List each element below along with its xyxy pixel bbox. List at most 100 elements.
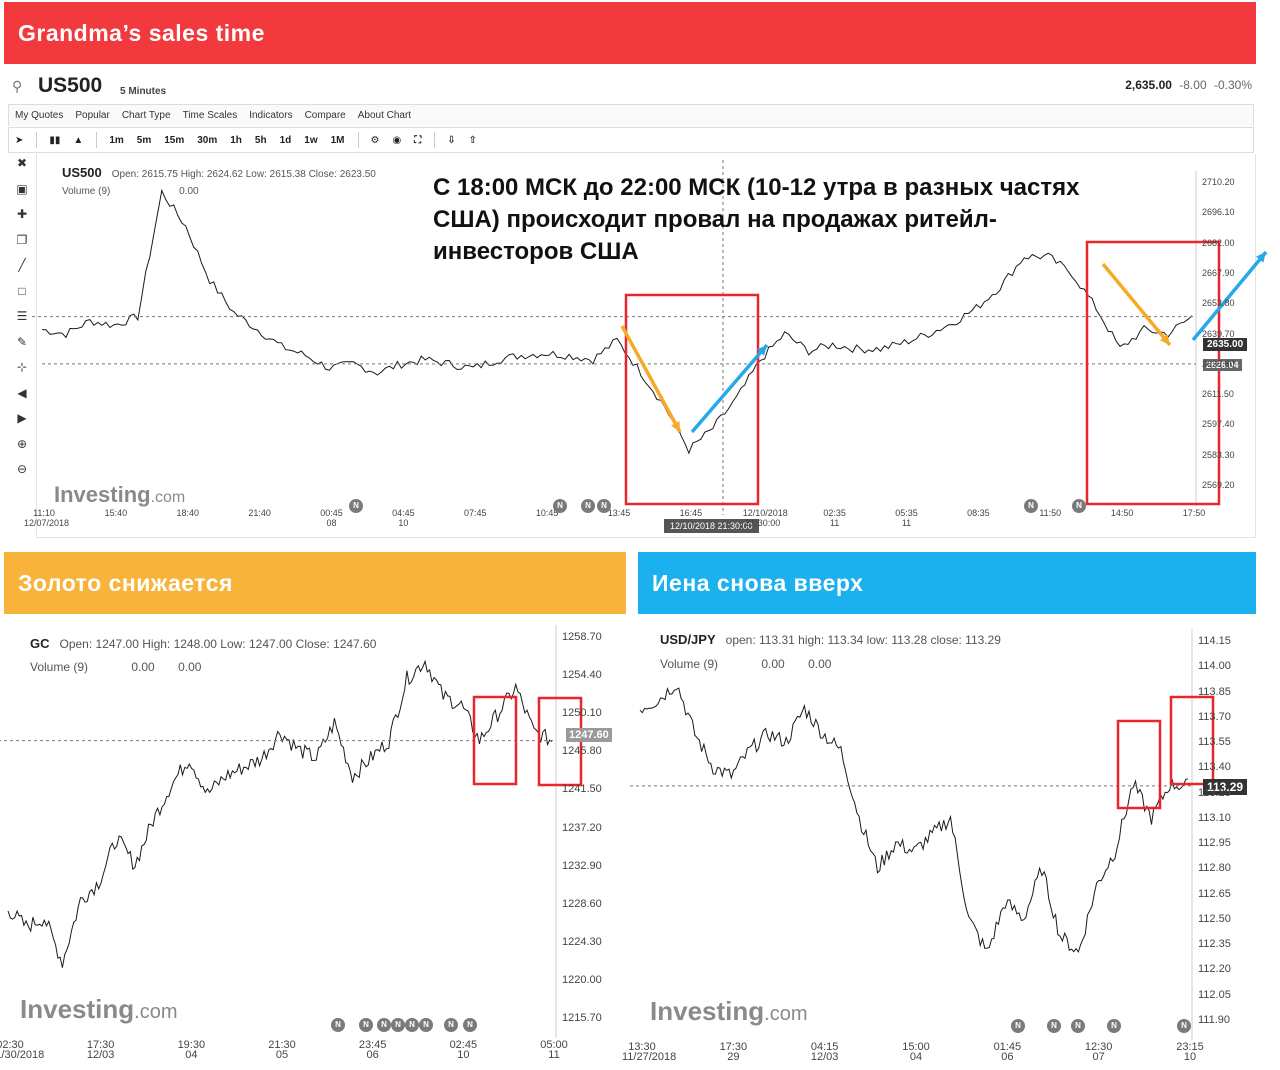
x-tick-part: 04 xyxy=(909,1051,923,1063)
x-tick-part: 10 xyxy=(398,518,409,528)
news-badge[interactable]: N xyxy=(597,499,611,513)
tf-1d[interactable]: 1d xyxy=(279,134,292,146)
cursor-icon[interactable]: ➤ xyxy=(15,134,24,146)
tf-1h[interactable]: 1h xyxy=(230,134,242,146)
symbol-header: ⚲ US500 5 Minutes 2,635.00 -8.00 -0.30% xyxy=(8,68,1256,102)
news-badge[interactable]: N xyxy=(1071,1019,1085,1033)
x-tick-part: 11:10 xyxy=(33,508,55,518)
brush-tool-icon[interactable]: ✎ xyxy=(16,334,28,349)
news-badge[interactable]: N xyxy=(1047,1019,1061,1033)
upload-icon[interactable]: ⇧ xyxy=(468,134,477,146)
x-tick-label-0-6: 07:45 xyxy=(455,508,495,518)
close-icon[interactable]: ✖ xyxy=(16,156,28,170)
news-badge[interactable]: N xyxy=(405,1018,419,1032)
x-tick-label-1-2: 19:30 04 xyxy=(171,1040,211,1061)
news-badge[interactable]: N xyxy=(359,1018,373,1032)
news-badge[interactable]: N xyxy=(1072,499,1086,513)
news-badge[interactable]: N xyxy=(1011,1019,1025,1033)
news-badge[interactable]: N xyxy=(1107,1019,1121,1033)
y-tick-label-2-6: 113.25 xyxy=(1198,786,1231,799)
investing-logo-gold-com: .com xyxy=(134,1001,178,1023)
candles-icon[interactable]: ▮▮ xyxy=(49,134,61,146)
tf-5m[interactable]: 5m xyxy=(136,134,152,146)
select-tool-icon[interactable]: ▣ xyxy=(16,181,28,196)
tf-1M[interactable]: 1M xyxy=(330,134,345,146)
tf-1m[interactable]: 1m xyxy=(109,134,124,146)
x-tick-part: 17:30 xyxy=(86,1039,115,1051)
line-tool-icon[interactable]: ╱ xyxy=(18,258,26,272)
menu-popular[interactable]: Popular xyxy=(75,110,110,121)
search-icon[interactable]: ⚲ xyxy=(12,78,23,94)
x-tick-part: 21:40 xyxy=(248,508,271,518)
price-series-1 xyxy=(7,659,553,968)
news-badge[interactable]: N xyxy=(444,1018,458,1032)
menu-time-scales[interactable]: Time Scales xyxy=(182,110,238,121)
y-tick-label-2-5: 113.40 xyxy=(1198,761,1231,774)
zoom-in-icon[interactable]: ⊕ xyxy=(16,436,28,451)
gear-icon[interactable]: ⚙ xyxy=(370,134,380,146)
y-tick-label-2-10: 112.65 xyxy=(1198,887,1231,900)
x-tick-label-0-10: 12/10/2018 21:30:00 xyxy=(743,508,788,528)
us500-volume: Volume (9) 0.00 xyxy=(62,186,199,197)
download-icon[interactable]: ⇩ xyxy=(447,134,456,146)
y-tick-label-2-4: 113.55 xyxy=(1198,736,1231,749)
x-tick-part: 07 xyxy=(1092,1051,1105,1063)
x-tick-part: 11/27/2018 xyxy=(622,1051,677,1063)
arrow-right-icon[interactable]: ▶ xyxy=(17,411,27,425)
tf-1w[interactable]: 1w xyxy=(304,134,318,146)
x-tick-label-0-13: 08:35 xyxy=(958,508,998,518)
up-arrow-1-shaft xyxy=(690,343,769,434)
news-badge[interactable]: N xyxy=(349,499,363,513)
y-tick-label-0-7: 2611.50 xyxy=(1202,389,1234,400)
x-tick-part: 05 xyxy=(275,1049,289,1061)
fibonacci-tool-icon[interactable]: ☰ xyxy=(16,309,28,323)
highlight-box-gold-1 xyxy=(472,695,518,786)
fullscreen-icon[interactable]: ⛶ xyxy=(414,134,422,146)
crosshair-tool-icon[interactable]: ✚ xyxy=(16,207,28,221)
menu-about-chart[interactable]: About Chart xyxy=(357,110,412,121)
x-tick-part: 12/07/2018 xyxy=(24,518,70,528)
news-badge[interactable]: N xyxy=(391,1018,405,1032)
news-badge[interactable]: N xyxy=(1177,1019,1191,1033)
news-badge[interactable]: N xyxy=(331,1018,345,1032)
menu-chart-type[interactable]: Chart Type xyxy=(121,110,171,121)
x-tick-part: 08:35 xyxy=(967,508,990,518)
layers-tool-icon[interactable]: ❐ xyxy=(16,232,28,247)
news-badge[interactable]: N xyxy=(377,1018,391,1032)
x-tick-part: 17:50 xyxy=(1182,508,1206,518)
x-tick-part: 02:35 xyxy=(823,508,846,518)
x-tick-part: 11 xyxy=(901,518,912,528)
x-tick-label-0-2: 18:40 xyxy=(168,508,208,518)
y-tick-label-1-8: 1224.30 xyxy=(562,935,602,948)
y-tick-label-1-2: 1250.10 xyxy=(562,707,602,720)
x-tick-label-2-3: 15:00 04 xyxy=(896,1042,936,1063)
menu-indicators[interactable]: Indicators xyxy=(249,110,293,121)
arrow-left-icon[interactable]: ◀ xyxy=(17,385,27,400)
menu-compare[interactable]: Compare xyxy=(304,110,346,121)
magnet-tool-icon[interactable]: ⊹ xyxy=(16,360,28,374)
y-tick-label-2-0: 114.15 xyxy=(1198,635,1231,647)
us500-ohlc: US500 Open: 2615.75 High: 2624.62 Low: 26… xyxy=(62,165,376,180)
news-badge[interactable]: N xyxy=(463,1018,477,1032)
zoom-out-icon[interactable]: ⊖ xyxy=(16,462,28,476)
yen-ohlc-symbol: USD/JPY xyxy=(660,632,716,647)
news-badge[interactable]: N xyxy=(553,499,567,513)
rectangle-tool-icon[interactable]: □ xyxy=(18,283,26,298)
x-tick-part: 04:15 xyxy=(810,1041,839,1053)
camera-icon[interactable]: ◉ xyxy=(392,134,402,146)
news-badge[interactable]: N xyxy=(581,499,595,513)
tf-30m[interactable]: 30m xyxy=(197,134,218,146)
x-tick-part: 11/30/2018 xyxy=(0,1049,45,1061)
y-tick-label-0-0: 2710.20 xyxy=(1202,177,1235,187)
x-tick-label-0-12: 05:35 11 xyxy=(887,508,927,528)
tf-5h[interactable]: 5h xyxy=(254,134,267,146)
us500-crosshair-date-tag: 12/10/2018 21:30:00 xyxy=(664,519,759,533)
tf-15m[interactable]: 15m xyxy=(164,134,185,146)
x-tick-part: 13:30 xyxy=(628,1041,656,1053)
y-tick-label-0-1: 2696.10 xyxy=(1202,207,1235,218)
news-badge[interactable]: N xyxy=(419,1018,433,1032)
mountain-icon[interactable]: ▲ xyxy=(73,134,84,146)
symbol-title: US500 xyxy=(38,74,103,97)
news-badge[interactable]: N xyxy=(1024,499,1038,513)
menu-my-quotes[interactable]: My Quotes xyxy=(15,110,64,121)
